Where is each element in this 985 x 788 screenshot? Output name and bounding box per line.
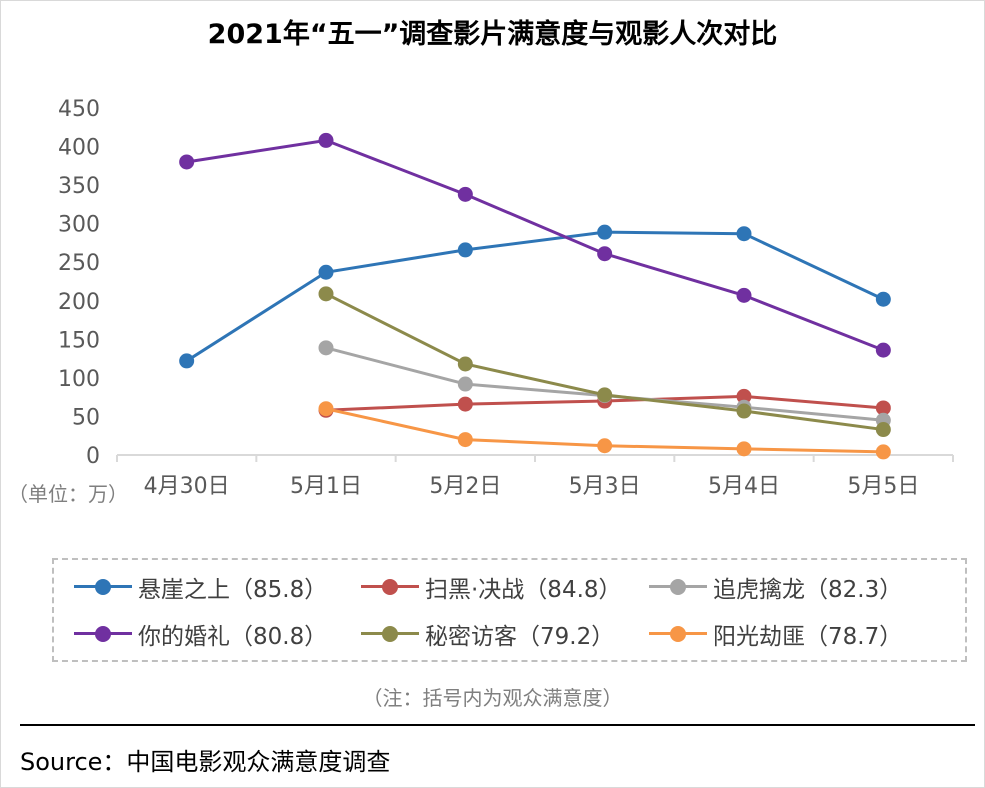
legend-swatch (647, 624, 709, 644)
legend-swatch (359, 577, 421, 597)
legend-swatch (647, 577, 709, 597)
legend-label: 扫黑·决战（84.8） (425, 577, 622, 603)
data-point (875, 291, 891, 307)
y-tick-label: 400 (58, 136, 100, 161)
series-line (186, 138, 884, 352)
legend-swatch (72, 624, 134, 644)
data-point (597, 224, 613, 240)
data-point (457, 396, 473, 412)
legend-note: （注：括号内为观众满意度） (362, 686, 623, 710)
series-line (325, 292, 884, 432)
data-point (597, 246, 613, 262)
legend-item: 追虎擒龙（82.3） (647, 567, 902, 607)
data-point (597, 387, 613, 403)
chart-title: 2021年“五一”调查影片满意度与观影人次对比 (207, 19, 778, 50)
y-tick-label: 300 (58, 213, 100, 238)
x-tick-label: 4月30日 (144, 474, 230, 499)
x-tick-label: 5月3日 (569, 474, 641, 499)
data-point (318, 286, 334, 302)
data-point (318, 340, 334, 356)
data-point (875, 400, 891, 416)
unit-label: （单位：万） (8, 482, 128, 506)
legend-item: 你的婚礼（80.8） (72, 614, 327, 654)
y-tick-label: 50 (72, 405, 100, 430)
data-point (457, 186, 473, 202)
legend-item: 秘密访客（79.2） (359, 614, 614, 654)
legend-label: 秘密访客（79.2） (425, 624, 615, 650)
legend-label: 阳光劫匪（78.7） (713, 624, 903, 650)
data-point (318, 401, 334, 417)
y-tick-label: 100 (58, 367, 100, 392)
legend-label: 追虎擒龙（82.3） (713, 577, 903, 603)
legend-item: 阳光劫匪（78.7） (647, 614, 902, 654)
y-tick-label: 200 (58, 290, 100, 315)
y-tick-label: 450 (58, 97, 100, 122)
legend-swatch (72, 577, 134, 597)
data-point (179, 353, 195, 369)
data-point (457, 376, 473, 392)
x-axis: 4月30日 5月1日 5月2日 5月3日 5月4日 5月5日 (116, 454, 954, 499)
data-point (597, 438, 613, 454)
data-point (457, 432, 473, 448)
data-point (736, 403, 752, 419)
x-tick-label: 5月1日 (290, 474, 362, 499)
line-chart: 0 50 100 150 200 250 300 350 400 450 4月30日 5月1日 5月2… (58, 97, 954, 499)
y-axis-ticks: 0 50 100 150 200 250 300 350 400 450 (58, 97, 100, 469)
data-point (875, 342, 891, 358)
legend-item: 悬崖之上（85.8） (72, 567, 327, 607)
legend-label: 你的婚礼（80.8） (138, 624, 328, 650)
data-point (875, 422, 891, 438)
series-line (325, 346, 884, 422)
legend-item: 扫黑·决战（84.8） (359, 567, 622, 607)
legend: 悬崖之上（85.8） 扫黑·决战（84.8） 追虎擒龙（82.3） 你的婚礼（80.8… (52, 558, 967, 662)
x-tick-label: 5月4日 (708, 474, 780, 499)
data-point (736, 388, 752, 404)
data-point (318, 132, 334, 148)
source-text: Source：中国电影观众满意度调查 (20, 748, 391, 776)
data-point (179, 154, 195, 170)
data-point (318, 264, 334, 280)
data-point (875, 444, 891, 460)
series-line (185, 230, 884, 363)
x-tick-label: 5月2日 (429, 474, 501, 499)
divider (20, 724, 975, 726)
x-tick-label: 5月5日 (847, 474, 919, 499)
series-group (179, 132, 891, 460)
data-point (736, 226, 752, 242)
y-tick-label: 150 (58, 328, 100, 353)
data-point (457, 356, 473, 372)
y-tick-label: 350 (58, 174, 100, 199)
y-tick-label: 0 (86, 444, 100, 469)
legend-label: 悬崖之上（85.8） (138, 577, 328, 603)
data-point (736, 287, 752, 303)
data-point (457, 242, 473, 258)
legend-swatch (359, 624, 421, 644)
data-point (736, 441, 752, 457)
y-tick-label: 250 (58, 251, 100, 276)
